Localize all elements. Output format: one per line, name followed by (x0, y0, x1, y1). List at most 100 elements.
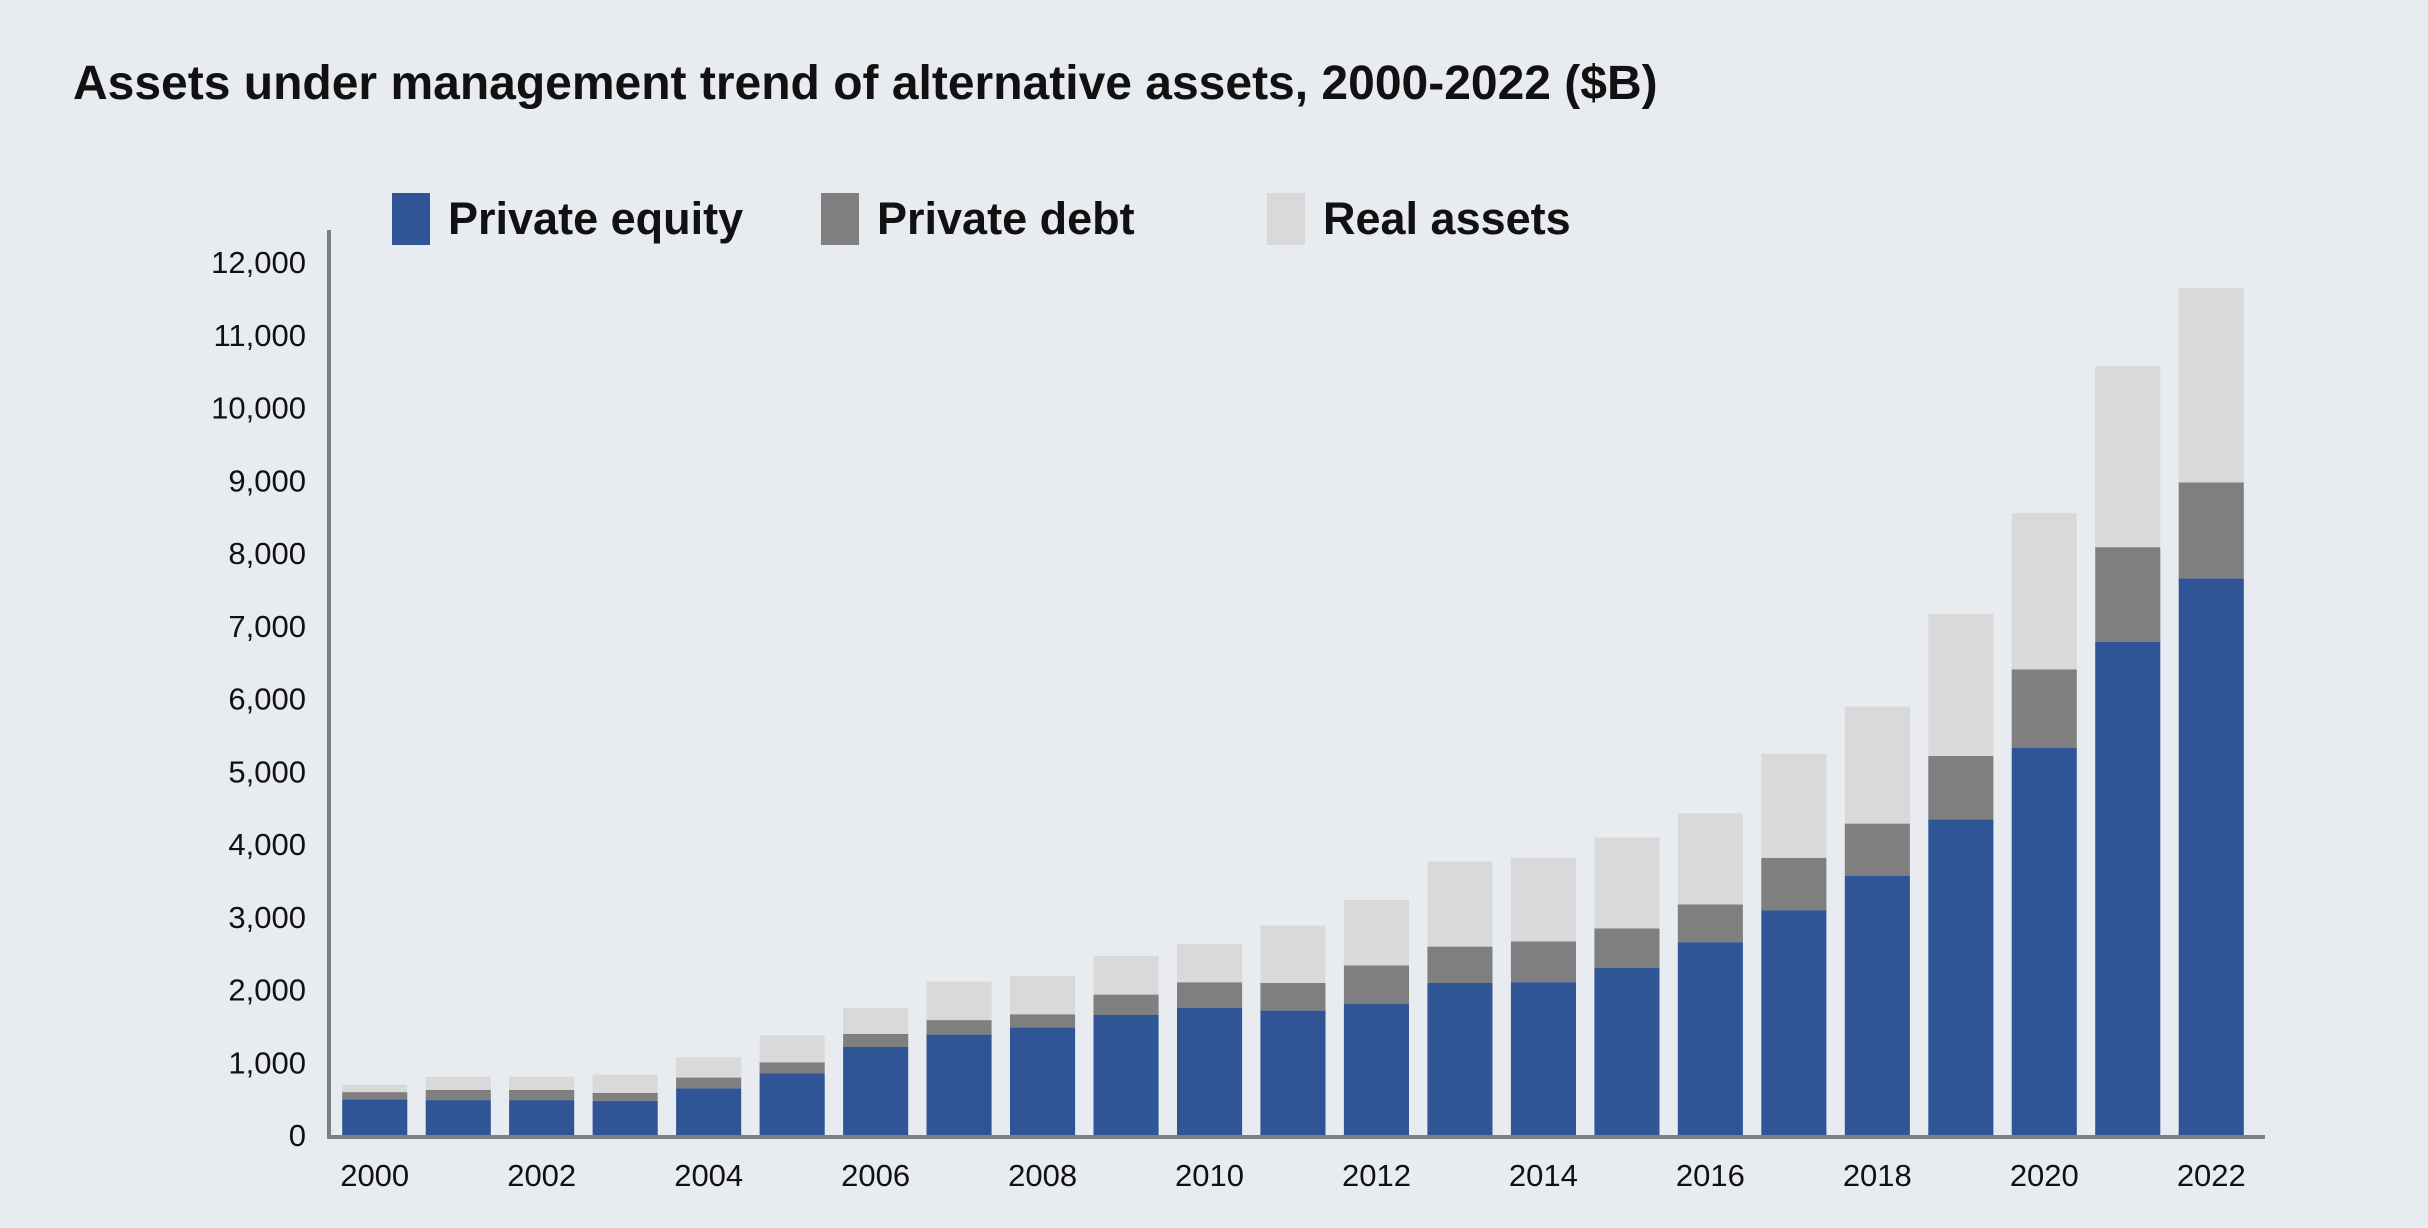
bar-real-assets-2008 (1010, 975, 1076, 1015)
bar-private-debt-2005 (759, 1062, 825, 1074)
bar-private-equity-2008 (1010, 1027, 1076, 1135)
y-tick-label: 11,000 (213, 318, 306, 353)
bar-private-debt-2007 (926, 1020, 992, 1035)
bar-real-assets-2014 (1510, 857, 1576, 942)
y-tick-label: 9,000 (228, 463, 306, 498)
bar-private-debt-2008 (1010, 1014, 1076, 1028)
x-tick-label: 2022 (2177, 1158, 2246, 1193)
legend-label-private-equity: Private equity (448, 193, 743, 244)
bar-private-debt-2010 (1177, 982, 1243, 1008)
bar-real-assets-2007 (926, 981, 992, 1021)
bar-real-assets-2001 (425, 1076, 491, 1090)
x-tick-label: 2014 (1509, 1158, 1578, 1193)
x-tick-label: 2000 (340, 1158, 409, 1193)
bar-private-debt-2019 (1928, 756, 1994, 820)
y-tick-label: 7,000 (228, 609, 306, 644)
bar-real-assets-2022 (2178, 288, 2244, 483)
bar-private-debt-2009 (1093, 994, 1159, 1015)
bar-real-assets-2003 (592, 1074, 658, 1093)
legend: Private equity Private debt Real assets (392, 193, 1571, 245)
bar-real-assets-2015 (1594, 837, 1660, 929)
bar-real-assets-2004 (676, 1057, 742, 1078)
y-tick-label: 0 (289, 1118, 306, 1153)
bar-private-equity-2009 (1093, 1015, 1159, 1135)
bar-real-assets-2000 (342, 1084, 408, 1093)
y-tick-label: 6,000 (228, 682, 306, 717)
y-tick-label: 10,000 (211, 391, 306, 426)
legend-swatch-real-assets (1267, 193, 1305, 245)
y-tick-label: 4,000 (228, 827, 306, 862)
bar-private-debt-2011 (1260, 983, 1326, 1011)
bar-private-debt-2018 (1844, 823, 1910, 876)
x-tick-label: 2018 (1843, 1158, 1912, 1193)
y-tick-label: 1,000 (228, 1045, 306, 1080)
bar-private-debt-2003 (592, 1092, 658, 1101)
bar-private-equity-2007 (926, 1034, 992, 1135)
bar-private-debt-2006 (843, 1033, 909, 1047)
bar-private-equity-2012 (1343, 1004, 1409, 1135)
legend-label-private-debt: Private debt (877, 193, 1135, 244)
bar-real-assets-2018 (1844, 706, 1910, 824)
bar-private-debt-2020 (2011, 669, 2077, 748)
x-tick-label: 2002 (507, 1158, 576, 1193)
bar-private-debt-2015 (1594, 928, 1660, 968)
bar-private-equity-2015 (1594, 967, 1660, 1135)
bars (342, 288, 2244, 1135)
chart-title: Assets under management trend of alterna… (73, 57, 1658, 110)
y-tick-label: 5,000 (228, 754, 306, 789)
y-tick-label: 2,000 (228, 973, 306, 1008)
bar-private-debt-2004 (676, 1077, 742, 1089)
bar-private-equity-2017 (1761, 910, 1827, 1135)
bar-real-assets-2013 (1427, 861, 1493, 947)
bar-private-debt-2016 (1677, 904, 1743, 943)
bar-private-debt-2022 (2178, 482, 2244, 579)
bar-real-assets-2016 (1677, 813, 1743, 905)
bar-real-assets-2020 (2011, 513, 2077, 670)
bar-private-debt-2017 (1761, 857, 1827, 911)
y-tick-label: 8,000 (228, 536, 306, 571)
bar-private-equity-2010 (1177, 1007, 1243, 1135)
x-tick-label: 2012 (1342, 1158, 1411, 1193)
x-tick-label: 2004 (674, 1158, 743, 1193)
bar-private-equity-2019 (1928, 819, 1994, 1135)
bar-real-assets-2002 (509, 1076, 575, 1090)
bar-real-assets-2010 (1177, 943, 1243, 983)
bar-real-assets-2021 (2095, 366, 2161, 548)
y-axis-tick-labels: 0 1,000 2,000 3,000 4,000 5,000 6,000 7,000 8,00… (211, 245, 306, 1153)
bar-private-debt-2002 (509, 1089, 575, 1101)
bar-private-equity-2006 (843, 1047, 909, 1135)
x-axis-tick-labels: 2000 2002 2004 2006 2008 2010 2012 2014 2016 2018… (340, 1158, 2246, 1193)
bar-private-equity-2001 (425, 1100, 491, 1135)
bar-private-equity-2021 (2095, 641, 2161, 1135)
bar-private-equity-2018 (1844, 876, 1910, 1135)
bar-real-assets-2005 (759, 1035, 825, 1063)
bar-real-assets-2012 (1343, 900, 1409, 966)
x-tick-label: 2016 (1676, 1158, 1745, 1193)
bar-private-equity-2013 (1427, 983, 1493, 1135)
bar-private-debt-2014 (1510, 941, 1576, 983)
bar-private-equity-2004 (676, 1088, 742, 1135)
bar-real-assets-2011 (1260, 925, 1326, 983)
bar-private-equity-2014 (1510, 982, 1576, 1135)
bar-private-equity-2002 (509, 1100, 575, 1135)
legend-swatch-private-debt (821, 193, 859, 245)
bar-private-debt-2013 (1427, 946, 1493, 983)
bar-private-equity-2000 (342, 1099, 408, 1135)
bar-private-equity-2016 (1677, 942, 1743, 1135)
bar-real-assets-2019 (1928, 614, 1994, 756)
bar-private-equity-2003 (592, 1100, 658, 1135)
x-tick-label: 2006 (841, 1158, 910, 1193)
x-tick-label: 2020 (2010, 1158, 2079, 1193)
bar-real-assets-2017 (1761, 753, 1827, 858)
y-tick-label: 3,000 (228, 900, 306, 935)
bar-private-debt-2012 (1343, 965, 1409, 1005)
x-tick-label: 2010 (1175, 1158, 1244, 1193)
x-tick-label: 2008 (1008, 1158, 1077, 1193)
legend-label-real-assets: Real assets (1323, 193, 1571, 244)
bar-real-assets-2009 (1093, 956, 1159, 995)
bar-private-equity-2020 (2011, 748, 2077, 1135)
bar-private-equity-2005 (759, 1073, 825, 1135)
y-tick-label: 12,000 (211, 245, 306, 280)
bar-real-assets-2006 (843, 1007, 909, 1034)
